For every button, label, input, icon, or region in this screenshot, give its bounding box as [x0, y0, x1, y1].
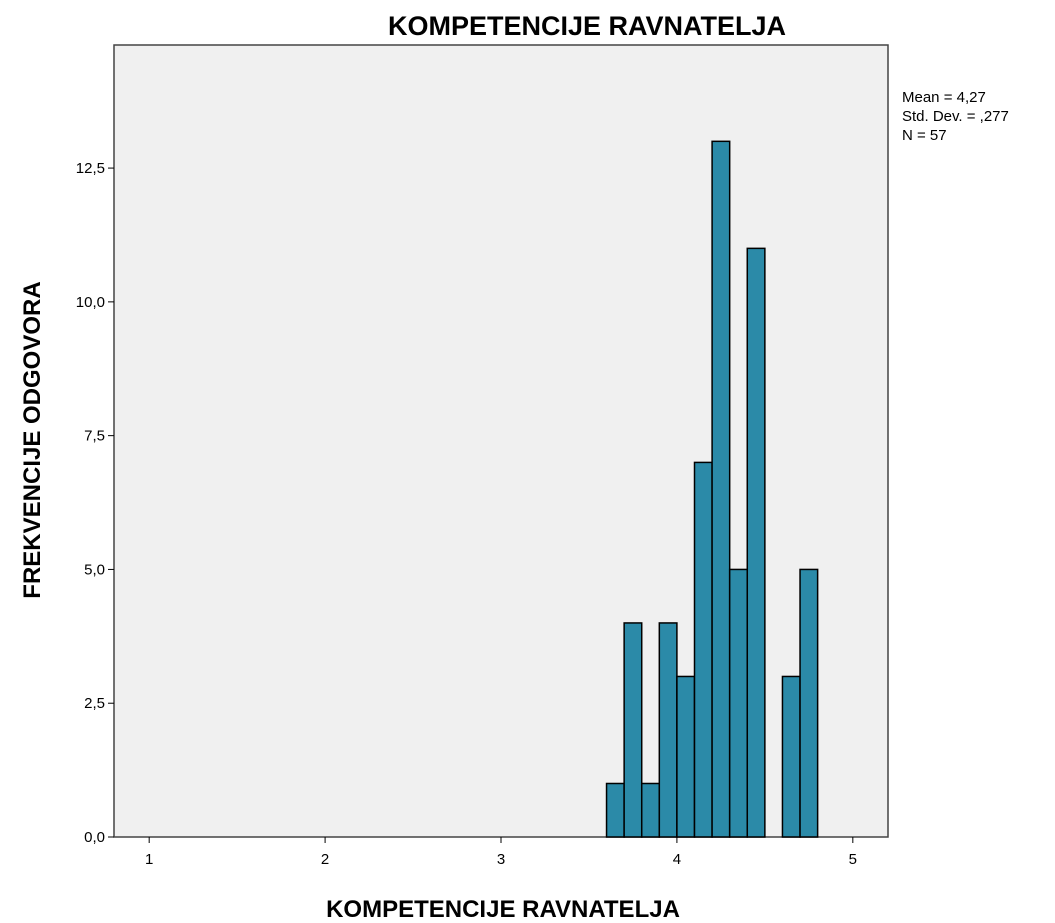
bars-group	[605, 140, 819, 838]
y-tick-label: 7,5	[84, 428, 105, 445]
y-tick-label: 5,0	[84, 561, 105, 578]
stat-std-dev: Std. Dev. = ,277	[902, 108, 1009, 125]
x-tick-label: 1	[145, 851, 153, 868]
plot-area	[113, 44, 889, 838]
histogram-bar-1	[623, 622, 643, 838]
y-tick-label: 12,5	[76, 160, 105, 177]
histogram-bar-5	[693, 461, 713, 838]
y-tick-label: 10,0	[76, 294, 105, 311]
histogram-bar-4	[676, 675, 696, 838]
histogram-bar-8	[746, 247, 766, 838]
y-tick-label: 2,5	[84, 695, 105, 712]
x-tick-label: 5	[849, 851, 857, 868]
x-tick-label: 2	[321, 851, 329, 868]
y-axis: 0,0 2,5 5,0 7,5 10,0 12,5	[76, 160, 114, 846]
x-axis: 1 2 3 4 5	[145, 837, 857, 868]
chart-title: KOMPETENCIJE RAVNATELJA	[388, 11, 786, 41]
x-axis-title: KOMPETENCIJE RAVNATELJA	[326, 896, 680, 923]
histogram-bar-0	[605, 782, 625, 838]
y-tick-label: 0,0	[84, 829, 105, 846]
histogram-bar-3	[658, 622, 678, 838]
x-tick-label: 3	[497, 851, 505, 868]
stat-mean: Mean = 4,27	[902, 89, 986, 106]
histogram-bar-10	[781, 675, 801, 838]
histogram-bar-6	[711, 140, 731, 838]
histogram-bar-7	[728, 568, 749, 838]
stat-n: N = 57	[902, 127, 947, 144]
histogram-bar-11	[799, 568, 819, 838]
histogram-bar-2	[640, 782, 661, 838]
x-tick-label: 4	[673, 851, 681, 868]
y-axis-title: FREKVENCIJE ODGOVORA	[19, 281, 46, 598]
